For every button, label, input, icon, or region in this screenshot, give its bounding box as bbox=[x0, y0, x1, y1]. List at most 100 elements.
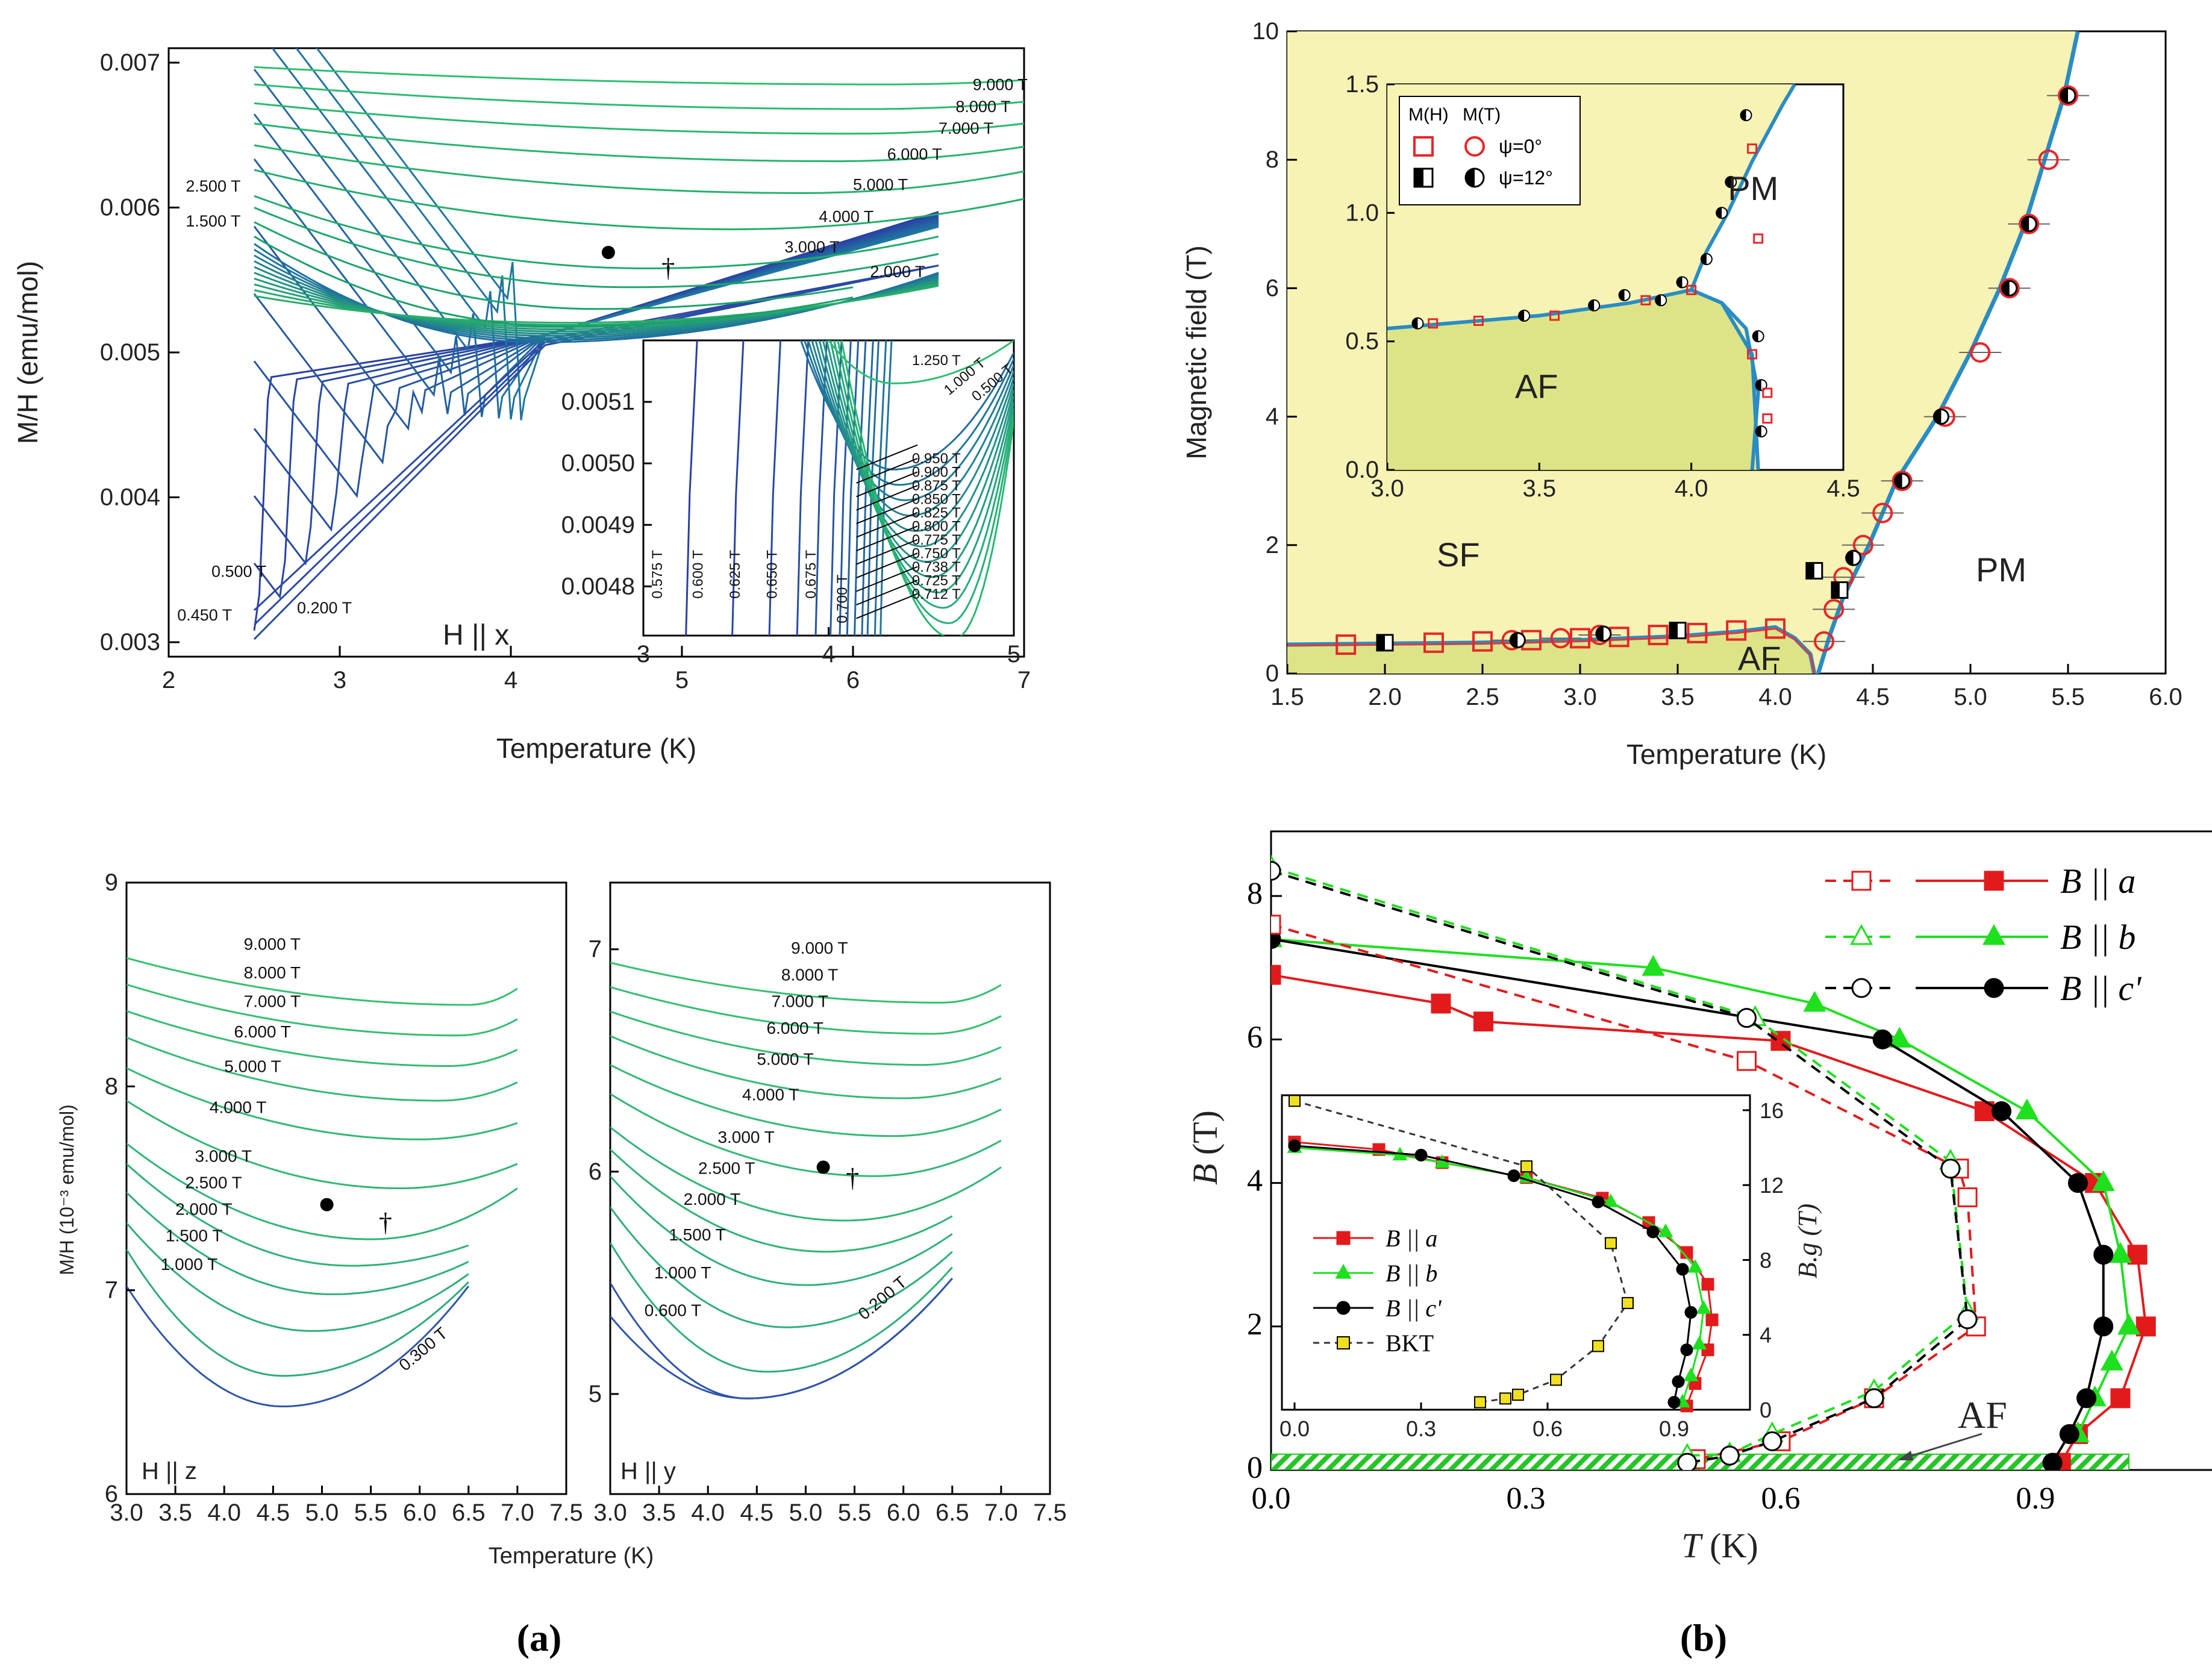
inset-leader-line bbox=[856, 498, 918, 525]
marker-triangle bbox=[1888, 1027, 1911, 1048]
y-tick-label: 0.0049 bbox=[561, 511, 635, 538]
inset-leader-line bbox=[856, 593, 918, 619]
inset-vertical-label: 0.575 T bbox=[649, 549, 666, 598]
marker-circle bbox=[2067, 1173, 2088, 1193]
inset-leader-line bbox=[856, 471, 918, 498]
x-tick-label: 7.5 bbox=[1033, 1499, 1067, 1526]
field-curve bbox=[127, 957, 518, 1006]
y-axis-label: B (T) bbox=[1186, 1110, 1225, 1185]
y-tick-label: 4 bbox=[1247, 1164, 1263, 1198]
field-curve bbox=[610, 1175, 953, 1286]
annotation-h-x: H || x bbox=[443, 619, 509, 651]
x-tick-label: 4.0 bbox=[1675, 475, 1708, 502]
region-af-label: AF bbox=[1958, 1393, 2007, 1436]
field-curve bbox=[127, 1192, 469, 1295]
mt-psi0-point bbox=[1970, 342, 1991, 363]
x-tick-label: 0.6 bbox=[1761, 1481, 1800, 1516]
marker-square bbox=[1957, 1187, 1978, 1207]
x-tick-label: 7.5 bbox=[549, 1499, 583, 1526]
x-tick-label: 0.0 bbox=[1252, 1481, 1291, 1516]
inset-red-point bbox=[1747, 349, 1758, 360]
marker-square bbox=[2127, 1245, 2148, 1265]
marker-circle bbox=[1851, 978, 1872, 998]
high-field-curve bbox=[254, 66, 1024, 86]
curve-label: 0.300 T bbox=[395, 1324, 451, 1374]
mt-psi0-point bbox=[1999, 278, 2020, 299]
marker-circle bbox=[1336, 1301, 1351, 1315]
chart-a-top: 2 3 4 5 6 7 0.003 0.004 0.005 0.006 0.007 9.000 T 8… bbox=[12, 47, 1031, 764]
series-line bbox=[1271, 866, 1969, 1457]
inset-legend-entry: BKT bbox=[1386, 1330, 1434, 1357]
mt-psi12-fill bbox=[1510, 633, 1518, 648]
marker-circle bbox=[2059, 1424, 2079, 1444]
field-curve bbox=[127, 1010, 518, 1068]
inset-vertical-curve bbox=[731, 340, 745, 636]
marker-circle bbox=[1680, 1343, 1693, 1357]
marker-dagger: † bbox=[661, 254, 675, 283]
y-tick-label: 0.004 bbox=[100, 484, 160, 510]
x-tick-label: 3.0 bbox=[593, 1499, 627, 1526]
region-sf: SF bbox=[1437, 536, 1480, 574]
y-tick-label: 1.0 bbox=[1345, 199, 1379, 226]
marker-triangle bbox=[1803, 990, 1826, 1012]
inset-red-point bbox=[1549, 310, 1560, 321]
x-axis-label: T (K) bbox=[1681, 1526, 1758, 1565]
curve-label: 8.000 T bbox=[244, 963, 301, 982]
curve-label: 3.000 T bbox=[784, 238, 839, 256]
y-tick-label: 8 bbox=[105, 1073, 118, 1099]
chart-b-bottom: 0.0 0.3 0.6 0.9 0 2 4 6 8 B || a B || b B || c' AF… bbox=[1186, 830, 2212, 1565]
x-tick-label: 4 bbox=[504, 667, 517, 693]
inset-region-pm: PM bbox=[1728, 169, 1778, 207]
inset-curve-label: 0.725 T bbox=[912, 572, 961, 589]
legend-mt-psi12-fill bbox=[1466, 169, 1475, 187]
marker-dagger: † bbox=[846, 1163, 859, 1193]
field-curve bbox=[127, 1249, 469, 1377]
legend: B || a B || b B || c' bbox=[1825, 861, 2142, 1008]
field-curve bbox=[610, 962, 1002, 1004]
marker-triangle bbox=[1692, 1336, 1707, 1349]
tick-group: 1.5 2.0 2.5 3.0 3.5 4.0 4.5 5.0 5.5 6.0 0 2 4 6 8 10 bbox=[1252, 18, 2182, 710]
curve-label: 6.000 T bbox=[887, 145, 942, 163]
panel-label-a: (a) bbox=[517, 1616, 562, 1659]
inset-red-point bbox=[1428, 318, 1439, 329]
inset-vertical-curve bbox=[796, 340, 810, 636]
af-arrow bbox=[1900, 1433, 1982, 1460]
marker-square bbox=[1473, 1012, 1493, 1032]
marker-square bbox=[1499, 1392, 1511, 1405]
marker-triangle bbox=[1982, 924, 2006, 945]
inset-point-fill bbox=[1740, 110, 1746, 121]
inset-vertical-label: 0.625 T bbox=[727, 549, 743, 598]
y-tick-label: 5 bbox=[589, 1381, 602, 1407]
curve-label: 0.600 T bbox=[645, 1301, 701, 1320]
inset-curve-label: 0.950 T bbox=[912, 451, 961, 467]
x-tick-label: 5.0 bbox=[789, 1499, 823, 1526]
inset-curve bbox=[825, 340, 1014, 578]
x-tick-label: 6.0 bbox=[887, 1499, 920, 1526]
x-tick-label: 7 bbox=[1017, 667, 1031, 693]
marker-square bbox=[1271, 915, 1281, 935]
x-tick-label: 4.0 bbox=[1758, 684, 1792, 710]
high-field-curve bbox=[254, 144, 1024, 194]
x-tick-label: 7.0 bbox=[501, 1499, 534, 1526]
inset-red-point bbox=[1762, 413, 1773, 424]
y-tick-label: 9 bbox=[105, 869, 118, 896]
x-tick-label: 4.5 bbox=[1856, 684, 1890, 710]
inset-vertical-curve bbox=[685, 340, 698, 636]
chart-b-top: 1.5 2.0 2.5 3.0 3.5 4.0 4.5 5.0 5.5 6.0 0 2 4 6 8 10 SF… bbox=[1181, 18, 2182, 770]
high-field-curve bbox=[254, 122, 1024, 163]
high-field-curve bbox=[254, 195, 939, 269]
mt-psi0-point bbox=[1852, 534, 1873, 555]
inset-leader-line bbox=[856, 484, 918, 511]
y-tick-label: 0.0048 bbox=[561, 573, 635, 599]
series-line bbox=[1271, 923, 1978, 1461]
field-curve bbox=[127, 1222, 469, 1332]
inset-y-label: B.g (T) bbox=[1793, 1204, 1822, 1279]
x-tick-label: 6.0 bbox=[2149, 684, 2182, 710]
high-field-curve bbox=[254, 169, 1024, 231]
inset-vertical-label: 0.600 T bbox=[690, 549, 706, 598]
inset-curve-label: 0.900 T bbox=[912, 464, 961, 481]
inset-red-point bbox=[1762, 387, 1773, 398]
inset-curve-label: 0.825 T bbox=[912, 505, 961, 521]
field-curve bbox=[127, 1099, 518, 1190]
marker-circle bbox=[1271, 861, 1281, 881]
